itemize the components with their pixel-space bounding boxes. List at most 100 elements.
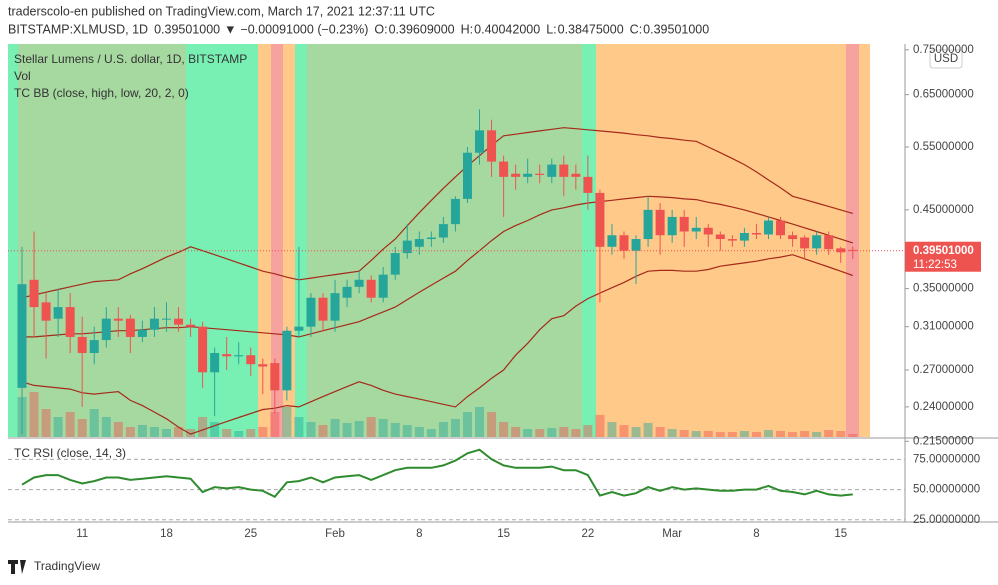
volume-bar — [414, 427, 424, 437]
candle-body — [101, 318, 111, 341]
candle-body — [198, 326, 208, 373]
candle-body — [462, 152, 472, 199]
footer: TradingView — [34, 559, 100, 573]
candle-body — [17, 284, 27, 388]
candle-body — [715, 234, 725, 240]
ohlc-value: 0.39609000 — [389, 22, 455, 36]
volume-bar — [210, 422, 220, 437]
candle-body — [475, 130, 485, 153]
volume-bar — [234, 431, 244, 437]
candle-body — [800, 237, 810, 249]
volume-bar — [426, 429, 436, 437]
candle-body — [788, 235, 798, 240]
volume-bar — [739, 431, 749, 437]
candle-body — [222, 354, 232, 357]
candle-body — [53, 307, 63, 319]
volume-bar — [174, 427, 184, 437]
arrow: ▼ — [224, 22, 236, 36]
volume-bar — [776, 431, 786, 437]
candle-body — [342, 286, 352, 298]
candle-body — [751, 232, 761, 235]
volume-bar — [306, 422, 316, 437]
candle-body — [836, 248, 846, 253]
candle-body — [318, 297, 328, 321]
candle-body — [354, 279, 364, 287]
volume-bar — [282, 407, 292, 437]
volume-bar — [511, 427, 521, 437]
candle-body — [559, 164, 569, 177]
volume-bar — [198, 417, 208, 437]
candle-body — [414, 239, 424, 247]
y-tick-label: 75.00000000 — [913, 453, 980, 465]
volume-bar — [270, 412, 280, 437]
volume-bar — [462, 412, 472, 437]
x-tick-label: 11 — [76, 528, 88, 540]
rsi-legend: TC RSI (close, 14, 3) — [14, 446, 126, 460]
x-tick-label: 15 — [497, 528, 510, 540]
currency[interactable]: USD — [934, 53, 958, 65]
y-tick-label: 0.65000000 — [913, 89, 974, 101]
volume-bar — [149, 427, 159, 437]
change: −0.00091000 (−0.23%) — [241, 22, 369, 36]
candle-body — [595, 192, 605, 247]
band-line — [21, 254, 854, 435]
volume-bar — [113, 422, 123, 437]
y-tick-label: 0.21500000 — [913, 435, 974, 447]
candle-body — [77, 336, 87, 354]
volume-bar — [77, 419, 87, 437]
volume-bar — [354, 421, 364, 437]
volume-bar — [535, 429, 545, 437]
candle-body — [426, 237, 436, 240]
volume-bar — [631, 427, 641, 437]
volume-bar — [715, 432, 725, 437]
quote-line: BITSTAMP:XLMUSD, 1D 0.39501000 ▼ −0.0009100… — [8, 22, 709, 36]
candle-body — [330, 293, 340, 321]
currency-box[interactable] — [929, 49, 963, 69]
candle-body — [679, 216, 689, 232]
volume-bar — [703, 431, 713, 437]
x-tick-label: 8 — [753, 528, 759, 540]
logo — [8, 560, 26, 574]
volume-bar — [619, 425, 629, 437]
candle-body — [210, 353, 220, 373]
y-tick-label: 0.27000000 — [913, 364, 974, 376]
candle-body — [655, 209, 665, 236]
y-tick-label: 0.35000000 — [913, 283, 974, 295]
volume-bar — [523, 429, 533, 437]
candle-body — [137, 329, 147, 337]
volume-bar — [342, 423, 352, 437]
price-tag — [905, 241, 981, 272]
candle-body — [703, 227, 713, 235]
candle-body — [258, 364, 268, 367]
volume-bar — [571, 429, 581, 437]
countdown: 11:22:53 — [913, 259, 957, 271]
legend-bb: TC BB (close, high, low, 20, 2, 0) — [14, 86, 189, 100]
candle-body — [125, 318, 135, 337]
volume-bar — [161, 429, 171, 437]
volume-bar — [294, 417, 304, 437]
candle-body — [631, 239, 641, 251]
ohlc-key: L: — [546, 22, 556, 36]
candle-body — [438, 224, 448, 238]
volume-bar — [53, 417, 63, 437]
volume-bar — [89, 409, 99, 437]
volume-bar — [848, 434, 858, 437]
price-pane — [17, 109, 858, 437]
candle-body — [619, 235, 629, 251]
candle-body — [607, 235, 617, 247]
candle-body — [691, 227, 701, 232]
candle-body — [41, 302, 51, 321]
ohlc-key: H: — [461, 22, 474, 36]
candle-body — [487, 130, 497, 162]
volume-bar — [583, 425, 593, 437]
candle-body — [547, 164, 557, 177]
volume-bar — [438, 422, 448, 437]
volume-bar — [812, 432, 822, 437]
x-tick-label: Mar — [662, 528, 682, 540]
x-tick-label: 15 — [834, 528, 847, 540]
volume-bar — [366, 417, 376, 437]
volume-bar — [318, 425, 328, 437]
candle-body — [29, 279, 39, 308]
candle-body — [149, 318, 159, 330]
volume-bar — [824, 430, 834, 437]
